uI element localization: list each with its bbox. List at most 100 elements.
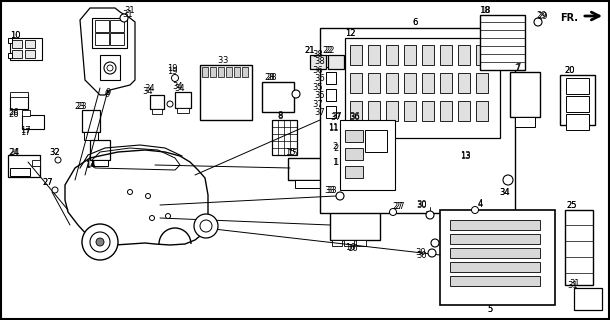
Circle shape — [171, 75, 179, 82]
Bar — [177, 108, 189, 113]
Text: 30: 30 — [417, 251, 428, 260]
Bar — [25, 40, 35, 48]
Bar — [480, 15, 525, 70]
Text: 10: 10 — [10, 30, 20, 39]
Text: 21: 21 — [305, 45, 315, 54]
Bar — [150, 95, 164, 109]
Bar — [90, 140, 110, 160]
Text: 16: 16 — [346, 244, 357, 252]
Text: 20: 20 — [565, 66, 575, 75]
Text: 37: 37 — [315, 108, 325, 116]
Text: 38: 38 — [312, 50, 323, 59]
Circle shape — [107, 65, 113, 71]
Circle shape — [146, 194, 151, 198]
Bar — [350, 101, 362, 121]
Bar — [332, 240, 342, 246]
Circle shape — [426, 211, 434, 219]
Circle shape — [200, 220, 212, 232]
Text: 37: 37 — [312, 100, 323, 108]
Bar — [404, 73, 416, 93]
Circle shape — [90, 232, 110, 252]
Circle shape — [55, 157, 61, 163]
Bar — [386, 45, 398, 65]
Text: 34: 34 — [145, 84, 156, 92]
Text: 38: 38 — [315, 57, 325, 66]
Text: 8: 8 — [278, 111, 282, 121]
Bar — [340, 120, 395, 190]
Bar — [326, 106, 336, 118]
Bar — [476, 73, 488, 93]
Bar — [386, 73, 398, 93]
Bar — [310, 55, 326, 69]
Text: 1: 1 — [332, 157, 337, 166]
Text: 29: 29 — [537, 11, 547, 20]
Text: 11: 11 — [328, 124, 339, 132]
Bar — [110, 20, 124, 32]
Text: 1: 1 — [334, 157, 339, 166]
Bar — [476, 45, 488, 65]
Text: 13: 13 — [460, 150, 470, 159]
Text: 18: 18 — [479, 5, 490, 14]
Bar — [32, 160, 40, 166]
Text: 8: 8 — [278, 110, 282, 119]
Text: 13: 13 — [460, 151, 470, 161]
Text: 33: 33 — [325, 186, 336, 195]
Circle shape — [165, 213, 171, 219]
Bar — [22, 110, 30, 116]
Text: 19: 19 — [167, 63, 178, 73]
Text: 33: 33 — [326, 186, 337, 195]
Bar — [566, 96, 589, 112]
Text: 2: 2 — [334, 143, 339, 153]
Bar — [226, 67, 232, 77]
Circle shape — [167, 101, 173, 107]
Bar — [404, 45, 416, 65]
Text: 27: 27 — [393, 202, 403, 211]
Text: 32: 32 — [49, 148, 60, 156]
Bar — [92, 160, 108, 166]
Text: 7: 7 — [515, 62, 521, 71]
Circle shape — [149, 215, 154, 220]
Circle shape — [104, 62, 116, 74]
Text: 19: 19 — [167, 67, 178, 76]
Bar — [450, 234, 540, 244]
Bar — [330, 210, 380, 240]
Text: 36: 36 — [312, 66, 323, 75]
Bar — [95, 20, 109, 32]
Text: 34: 34 — [173, 82, 184, 91]
Bar — [345, 38, 500, 138]
Bar — [25, 50, 35, 58]
Text: 20: 20 — [565, 66, 575, 75]
Circle shape — [390, 209, 396, 215]
Bar — [262, 82, 294, 112]
Text: 22: 22 — [323, 45, 333, 54]
Circle shape — [472, 206, 478, 213]
Bar — [272, 120, 297, 155]
Bar — [175, 92, 191, 108]
Bar — [10, 38, 42, 60]
Text: 31: 31 — [123, 10, 134, 19]
Bar — [368, 45, 380, 65]
Circle shape — [431, 239, 439, 247]
Bar — [8, 38, 12, 43]
Bar — [365, 130, 387, 152]
Bar — [422, 101, 434, 121]
Bar — [326, 89, 336, 101]
Text: 27: 27 — [43, 178, 53, 187]
Bar — [345, 148, 363, 160]
Text: 11: 11 — [328, 123, 339, 132]
Text: 6: 6 — [412, 18, 418, 27]
Bar — [440, 73, 452, 93]
Text: 15: 15 — [285, 148, 295, 156]
Text: 36: 36 — [315, 74, 325, 83]
Text: 34: 34 — [143, 86, 153, 95]
Text: 35: 35 — [313, 83, 323, 92]
Text: 31: 31 — [570, 279, 580, 289]
Text: 4: 4 — [478, 199, 483, 209]
Text: 12: 12 — [345, 28, 355, 37]
Bar — [8, 53, 12, 58]
Text: FR.: FR. — [560, 13, 578, 23]
Bar — [295, 180, 325, 188]
Text: 31: 31 — [124, 5, 135, 14]
Text: 7: 7 — [514, 63, 520, 73]
Bar — [10, 95, 28, 109]
